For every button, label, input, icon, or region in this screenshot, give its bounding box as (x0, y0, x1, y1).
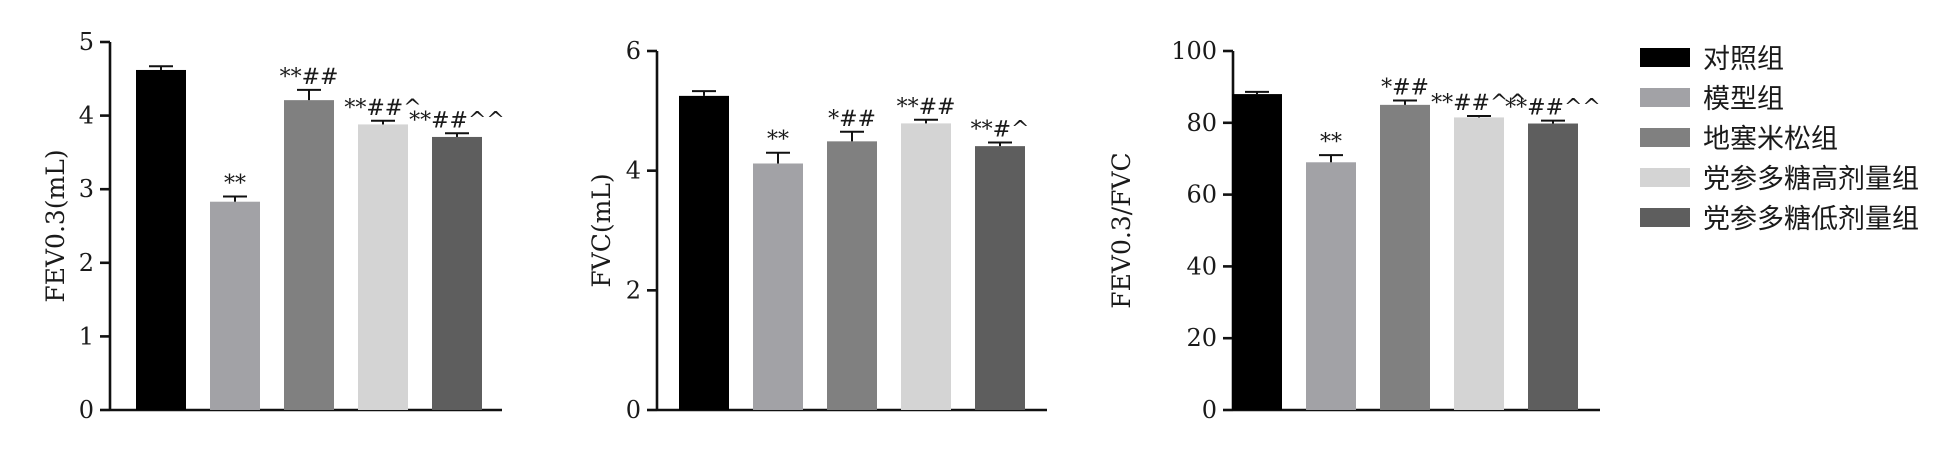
y-axis-label: FEV0.3(mL) (41, 149, 70, 302)
y-tick-label: 0 (626, 396, 641, 424)
y-tick-label: 2 (79, 249, 94, 277)
bar-1 (1232, 94, 1282, 410)
bar-4 (901, 123, 951, 411)
legend-label: 党参多糖低剂量组 (1703, 204, 1919, 235)
legend-label: 模型组 (1703, 84, 1784, 115)
panel-2: 0 2 4 6 FVC(mL) ** *## **## **#^ (587, 37, 1047, 424)
legend-swatch (1640, 88, 1690, 107)
y-tick-label: 100 (1171, 37, 1217, 65)
legend-item-5: 党参多糖低剂量组 (1640, 204, 1919, 235)
significance-label: ** (1320, 130, 1342, 155)
significance-label: **##^^ (1431, 91, 1527, 116)
y-tick-label: 60 (1186, 181, 1217, 209)
significance-label: **## (280, 65, 339, 90)
y-tick-label: 40 (1186, 252, 1217, 280)
significance-label: **##^^ (1505, 96, 1601, 121)
legend-swatch (1640, 168, 1690, 187)
bar-1 (679, 95, 729, 410)
legend-label: 党参多糖高剂量组 (1703, 164, 1919, 195)
bar-2 (210, 201, 260, 410)
y-tick-label: 0 (1202, 396, 1217, 424)
y-tick-label: 4 (626, 157, 641, 185)
y-tick-label: 3 (79, 175, 94, 203)
significance-label: **##^^ (409, 108, 505, 133)
legend-item-4: 党参多糖高剂量组 (1640, 164, 1919, 195)
legend-swatch (1640, 208, 1690, 227)
y-tick-label: 1 (79, 322, 94, 350)
legend-item-3: 地塞米松组 (1640, 124, 1838, 155)
y-tick-label: 4 (79, 102, 94, 130)
significance-label: ** (224, 172, 246, 197)
significance-label: **##^ (344, 96, 421, 121)
bar-5 (1528, 123, 1578, 410)
bar-4 (358, 124, 408, 410)
bar-2 (753, 163, 803, 410)
legend-item-2: 模型组 (1640, 84, 1784, 115)
legend-label: 对照组 (1703, 44, 1784, 75)
significance-label: ** (767, 128, 789, 153)
bar-1 (136, 69, 186, 410)
significance-label: **## (897, 95, 956, 120)
significance-label: *## (828, 107, 876, 132)
bar-5 (975, 146, 1025, 410)
y-tick-label: 20 (1186, 324, 1217, 352)
bar-3 (1380, 104, 1430, 410)
legend-item-1: 对照组 (1640, 44, 1784, 75)
panel-1: 0 1 2 3 4 5 FEV0.3(mL) ** **##**##^**##^^ (41, 28, 505, 424)
y-tick-label: 2 (626, 276, 641, 304)
significance-label: *## (1381, 76, 1429, 101)
y-tick-label: 0 (79, 396, 94, 424)
bar-3 (284, 100, 334, 411)
legend-swatch (1640, 48, 1690, 67)
legend-swatch (1640, 128, 1690, 147)
bar-2 (1306, 162, 1356, 410)
y-axis-label: FEV0.3/FVC (1107, 152, 1136, 308)
bar-3 (827, 141, 877, 410)
y-axis-label: FVC(mL) (587, 173, 616, 287)
bar-5 (432, 136, 482, 410)
significance-label: **#^ (971, 118, 1030, 143)
legend-label: 地塞米松组 (1703, 124, 1838, 155)
bar-4 (1454, 117, 1504, 410)
y-tick-label: 6 (626, 37, 641, 65)
y-tick-label: 5 (79, 28, 94, 56)
y-tick-label: 80 (1186, 109, 1217, 137)
